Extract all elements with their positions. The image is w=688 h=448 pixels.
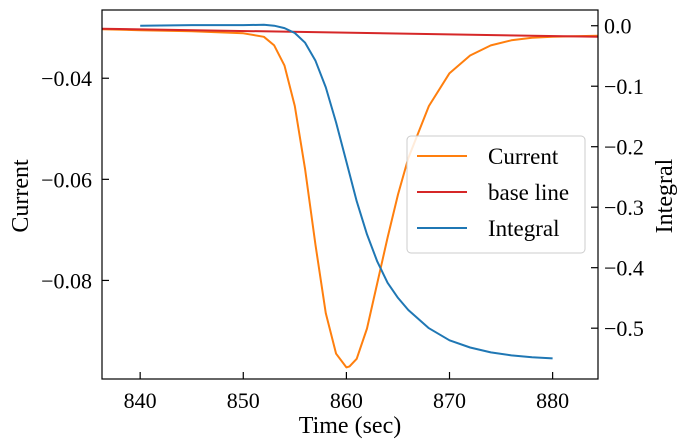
x-tick-label: 860 (330, 388, 363, 413)
legend-label-current: Current (488, 144, 559, 169)
y-right-tick-label: −0.5 (604, 316, 644, 341)
x-tick-label: 840 (124, 388, 157, 413)
y-right-tick-label: −0.4 (604, 256, 644, 281)
series-line-current (102, 28, 598, 369)
legend: Current base line Integral (406, 135, 586, 254)
series-group (102, 23, 598, 369)
y-right-tick-label: −0.2 (604, 135, 644, 160)
x-axis-label: Time (sec) (299, 413, 401, 439)
y-right-tick-label: −0.3 (604, 195, 644, 220)
series-line-base-line (102, 27, 598, 38)
plot-frame (101, 9, 599, 380)
y-left-tick-label: −0.04 (41, 66, 92, 91)
legend-label-base-line: base line (488, 180, 569, 205)
legend-box (406, 135, 586, 254)
y-left-tick-label: −0.08 (41, 268, 92, 293)
plot-area: 840 850 860 870 880 −0.04 −0.06 −0.08 0.0 −0.1 −0.… (41, 9, 644, 413)
y-axis-right-label: Integral (652, 158, 678, 233)
x-tick-label: 880 (536, 388, 569, 413)
x-tick-label: 870 (433, 388, 466, 413)
series-line-integral (140, 23, 553, 360)
y-axis-left-label: Current (8, 159, 34, 233)
legend-label-integral: Integral (488, 216, 560, 241)
y-right-tick-label: 0.0 (604, 14, 632, 39)
y-left-tick-label: −0.06 (41, 167, 92, 192)
y-right-tick-label: −0.1 (604, 74, 644, 99)
x-tick-label: 850 (227, 388, 260, 413)
